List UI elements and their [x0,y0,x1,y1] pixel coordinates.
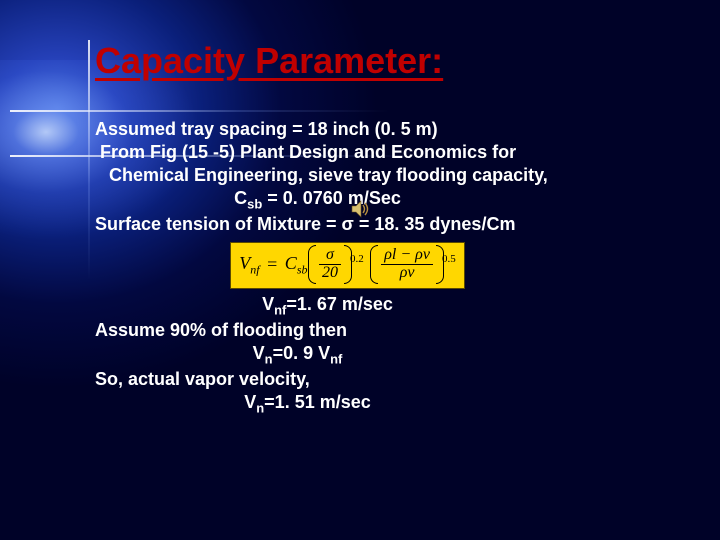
text-line: Surface tension of Mixture = σ = 18. 35 … [95,213,680,236]
text-line: Chemical Engineering, sieve tray floodin… [95,164,680,187]
slide-title: Capacity Parameter: [95,40,680,82]
text-line: Assume 90% of flooding then [95,319,680,342]
speaker-icon [350,200,372,218]
slide-content: Capacity Parameter: Assumed tray spacing… [95,40,680,417]
text-line: Vn=1. 51 m/sec [95,391,680,417]
text-line: From Fig (15 -5) Plant Design and Econom… [95,141,680,164]
light-streak [88,40,90,280]
slide-body: Assumed tray spacing = 18 inch (0. 5 m) … [95,118,680,417]
formula-highlight: Vnf = Csb σ200.2 ρl − ρvρv0.5 [230,242,464,289]
text-line: Assumed tray spacing = 18 inch (0. 5 m) [95,118,680,141]
text-line: So, actual vapor velocity, [95,368,680,391]
text-line: Vnf=1. 67 m/sec [95,293,680,319]
text-line: Vn=0. 9 Vnf [95,342,680,368]
text-line: Csb = 0. 0760 m/Sec [95,187,680,213]
